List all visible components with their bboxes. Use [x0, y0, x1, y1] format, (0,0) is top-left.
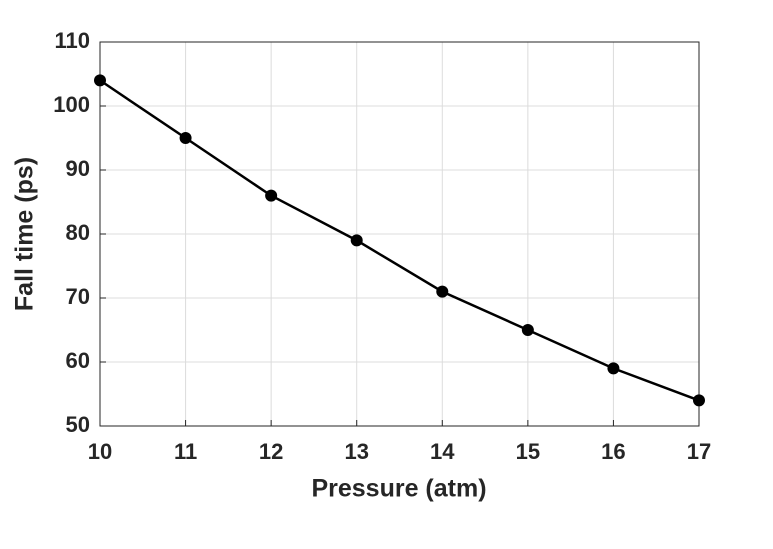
x-tick-label: 10: [88, 439, 112, 464]
point: [693, 394, 705, 407]
point: [265, 189, 278, 202]
y-tick-label: 100: [53, 92, 90, 117]
x-tick-label: 12: [259, 439, 283, 464]
point: [436, 285, 449, 298]
x-tick-label: 14: [430, 439, 455, 464]
x-axis-label: Pressure (atm): [311, 475, 486, 503]
point: [607, 362, 620, 375]
point: [521, 324, 534, 336]
x-tick-label: 11: [174, 439, 197, 464]
y-tick-label: 80: [66, 220, 90, 245]
y-tick-label: 50: [66, 412, 90, 437]
y-tick-label: 70: [66, 284, 90, 309]
y-tick-label: 90: [66, 156, 90, 181]
x-tick-label: 16: [601, 439, 625, 464]
y-tick-label: 110: [55, 28, 91, 53]
series-line: [99, 79, 700, 402]
point: [179, 132, 192, 144]
point: [350, 234, 363, 247]
y-axis-label: Fall time (ps): [11, 157, 39, 311]
x-tick-label: 15: [516, 439, 540, 464]
point: [94, 74, 106, 87]
y-tick-label: 60: [66, 348, 90, 373]
x-tick-label: 13: [344, 439, 368, 464]
plot-frame: [99, 41, 700, 427]
x-tick-label: 17: [687, 439, 711, 464]
